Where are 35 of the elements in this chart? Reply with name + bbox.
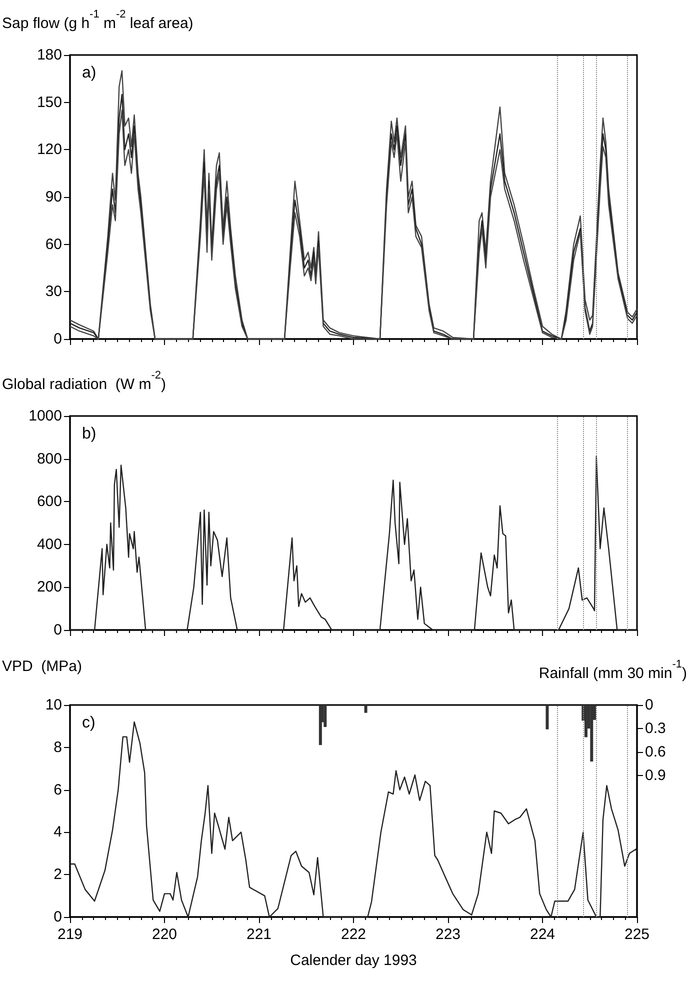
x-tick-label: 224 — [530, 926, 556, 943]
y-tick-label: 150 — [36, 94, 62, 111]
y-tick-label: 2 — [54, 866, 62, 884]
x-tick-label: 222 — [340, 926, 366, 943]
y-tick-label: 0 — [54, 330, 62, 348]
y-tick-label: 400 — [36, 536, 62, 553]
y-tick-label: 120 — [36, 141, 62, 158]
x-axis-title: Calender day 1993 — [290, 952, 417, 969]
y-tick-label: 0 — [54, 908, 62, 926]
y-axis-title: VPD (MPa) — [2, 658, 82, 675]
y-tick-label: 4 — [54, 824, 62, 841]
x-tick-label: 219 — [57, 926, 83, 943]
x-tick-label: 225 — [624, 926, 650, 943]
x-tick-label: 220 — [152, 926, 178, 943]
y2-tick-label: 0 — [645, 696, 654, 714]
annotation: c) — [82, 714, 96, 732]
y-tick-label: 180 — [36, 46, 62, 64]
y-tick-label: 6 — [54, 781, 62, 798]
y-tick-label: 600 — [36, 493, 62, 510]
y-tick-label: 30 — [45, 283, 62, 300]
x-tick-label: 223 — [435, 926, 461, 943]
y-tick-label: 200 — [36, 578, 62, 596]
y2-tick-label: 0.3 — [645, 720, 666, 738]
y-tick-label: 90 — [45, 188, 62, 206]
y-tick-label: 10 — [45, 696, 62, 714]
annotation: a) — [82, 64, 96, 82]
y-tick-label: 800 — [36, 450, 62, 468]
y-tick-label: 8 — [54, 738, 62, 756]
y-tick-label: 1000 — [28, 408, 62, 424]
y-tick-label: 60 — [45, 236, 62, 253]
x-tick-label: 221 — [246, 926, 272, 943]
y2-tick-label: 0.6 — [645, 744, 666, 761]
y-tick-label: 0 — [54, 622, 62, 638]
annotation: b) — [82, 426, 96, 442]
y2-tick-label: 0.9 — [645, 767, 666, 784]
